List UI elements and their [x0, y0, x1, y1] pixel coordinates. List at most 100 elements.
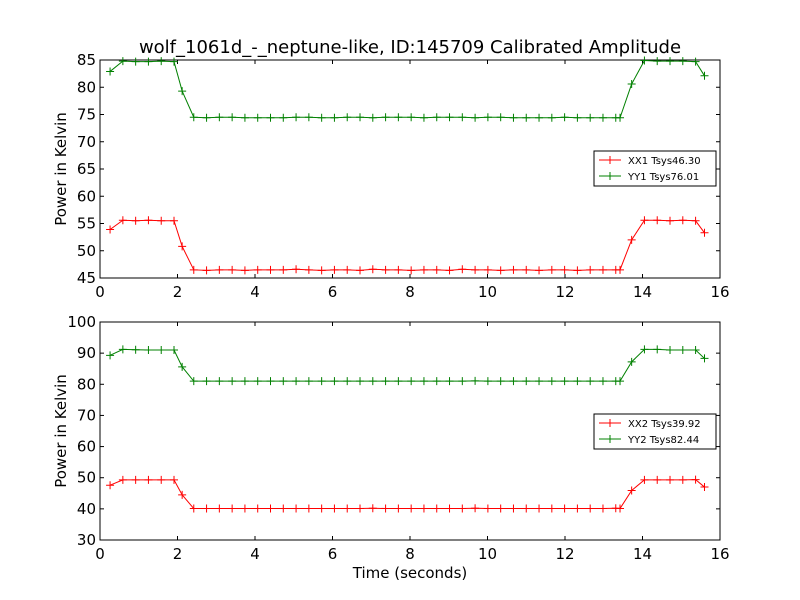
x-tick-label: 0 [95, 283, 105, 301]
data-point [394, 265, 403, 274]
data-point [356, 113, 365, 122]
data-point [458, 113, 467, 122]
data-point [343, 377, 352, 386]
data-point [317, 113, 326, 122]
data-point [240, 113, 249, 122]
data-point [215, 377, 224, 386]
data-point [368, 377, 377, 386]
data-point [381, 113, 390, 122]
data-point [106, 481, 115, 490]
data-point [228, 504, 237, 513]
data-point [691, 216, 700, 225]
data-point [292, 265, 301, 274]
data-point [240, 377, 249, 386]
data-point [522, 265, 531, 274]
data-point [509, 265, 518, 274]
x-tick-label: 8 [405, 283, 415, 301]
data-point [616, 504, 625, 513]
data-point [678, 57, 687, 66]
data-point [666, 475, 675, 484]
y-tick-label: 85 [77, 51, 96, 69]
data-point [157, 57, 166, 66]
data-point [640, 475, 649, 484]
data-point [419, 265, 428, 274]
data-point [616, 265, 625, 274]
data-point [407, 377, 416, 386]
data-point [144, 346, 153, 355]
data-point [653, 475, 662, 484]
data-point [118, 475, 127, 484]
data-point [445, 113, 454, 122]
data-point [292, 504, 301, 513]
data-point [419, 377, 428, 386]
data-point [266, 113, 275, 122]
data-point [215, 504, 224, 513]
data-point [496, 266, 505, 275]
data-point [700, 71, 709, 80]
data-point [547, 504, 556, 513]
data-point [144, 216, 153, 225]
y-tick-label: 60 [77, 438, 96, 456]
data-point [471, 504, 480, 513]
data-point [304, 504, 313, 513]
y-tick-label: 80 [77, 78, 96, 96]
x-tick-label: 6 [328, 283, 338, 301]
chart-title: wolf_1061d_-_neptune-like, ID:145709 Cal… [139, 37, 681, 58]
legend-box [593, 413, 717, 450]
data-point [253, 265, 262, 274]
data-point [653, 57, 662, 66]
data-point [131, 57, 140, 66]
data-point [131, 475, 140, 484]
x-tick-label: 16 [710, 545, 729, 563]
y-tick-label: 100 [67, 313, 96, 331]
y-tick-label: 60 [77, 187, 96, 205]
legend-marker [606, 172, 614, 180]
data-point [240, 504, 249, 513]
y-axis-label: Power in Kelvin [52, 112, 70, 226]
data-point [106, 67, 115, 76]
y-tick-label: 40 [77, 500, 96, 518]
data-point [118, 216, 127, 225]
data-point [381, 377, 390, 386]
x-tick-label: 16 [710, 283, 729, 301]
data-point [560, 265, 569, 274]
data-point [202, 113, 211, 122]
data-point [640, 56, 649, 65]
data-point [407, 113, 416, 122]
data-point [253, 377, 262, 386]
data-point [304, 377, 313, 386]
data-point [189, 265, 198, 274]
y-tick-label: 50 [77, 242, 96, 260]
data-point [627, 79, 636, 88]
data-point [653, 216, 662, 225]
data-point [317, 377, 326, 386]
data-point [157, 346, 166, 355]
data-point [170, 346, 179, 355]
data-point [666, 346, 675, 355]
x-tick-label: 6 [328, 545, 338, 563]
data-point [547, 113, 556, 122]
data-point [471, 113, 480, 122]
data-point [343, 113, 352, 122]
data-point [522, 113, 531, 122]
data-point [330, 504, 339, 513]
x-tick-label: 2 [173, 283, 183, 301]
x-tick-label: 12 [555, 545, 574, 563]
y-tick-label: 90 [77, 344, 96, 362]
y-tick-label: 75 [77, 106, 96, 124]
data-point [691, 346, 700, 355]
data-point [627, 357, 636, 366]
data-point [627, 235, 636, 244]
data-point [368, 504, 377, 513]
data-point [691, 57, 700, 66]
data-point [522, 377, 531, 386]
data-point [432, 377, 441, 386]
data-point [266, 504, 275, 513]
data-point [535, 113, 544, 122]
data-point [317, 266, 326, 275]
data-point [189, 504, 198, 513]
y-tick-label: 70 [77, 406, 96, 424]
data-point [279, 113, 288, 122]
